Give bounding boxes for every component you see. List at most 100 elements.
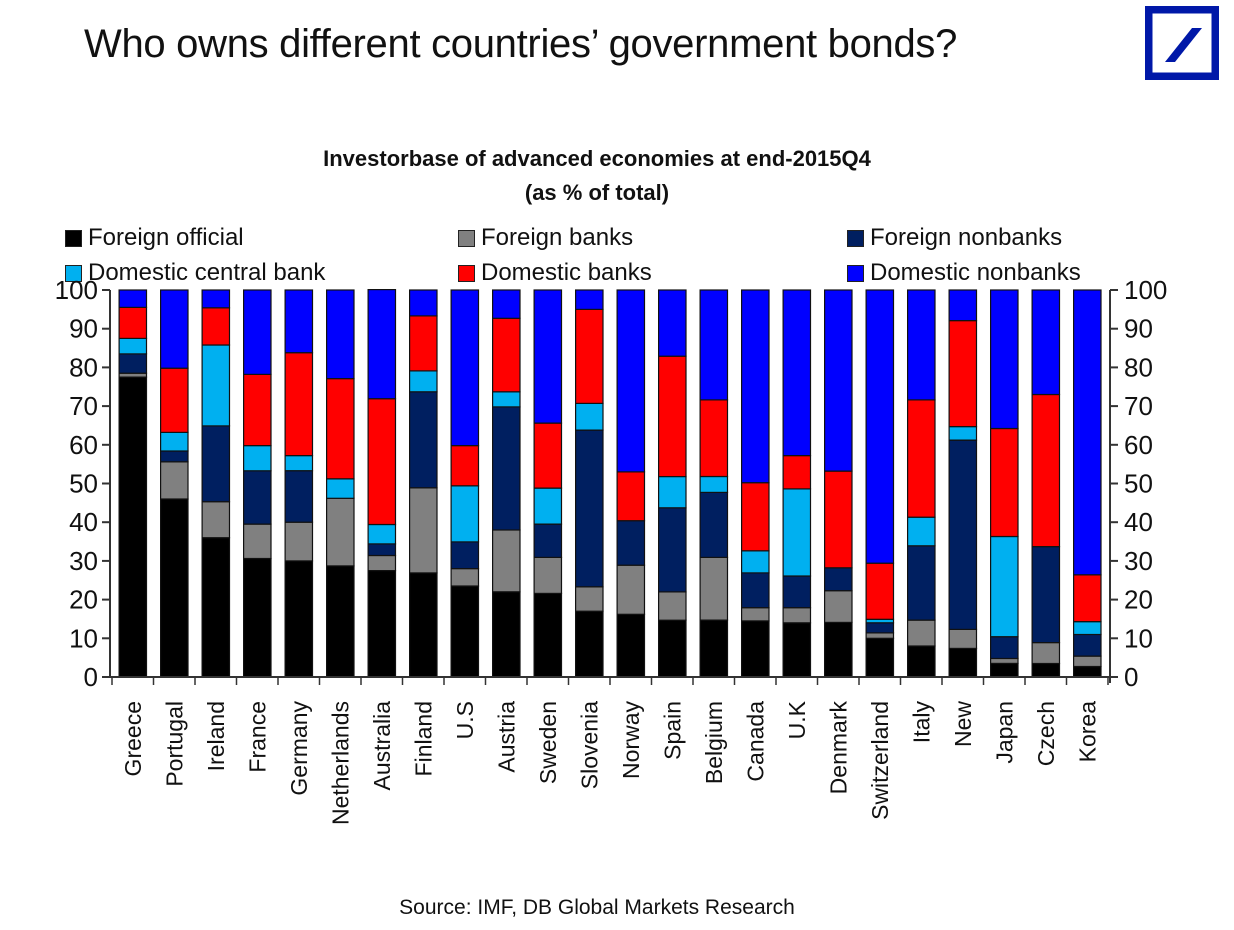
x-tick-label: France [244, 701, 270, 773]
bar-segment-foreign-banks [201, 501, 231, 539]
bar-segment-domestic-central-bank [409, 370, 438, 393]
bar-segment-domestic-central-bank [243, 445, 272, 472]
bar-segment-foreign-nonbanks [160, 450, 189, 463]
bar-segment-foreign-banks [906, 619, 936, 647]
bar-segment-domestic-banks [492, 317, 521, 393]
bar-segment-domestic-central-bank [574, 402, 604, 431]
bar-segment-foreign-official [367, 569, 397, 678]
legend-label: Domestic banks [481, 259, 652, 286]
bar-segment-foreign-nonbanks [492, 406, 521, 531]
bar-segment-foreign-official [201, 537, 231, 678]
bar-segment-foreign-official [823, 621, 853, 678]
bar-segment-foreign-nonbanks [1072, 633, 1102, 657]
bar-segment-foreign-official [948, 647, 978, 678]
x-tick-label: Korea [1074, 701, 1100, 763]
axes-group: 0 0 10 10 20 20 30 30 40 40 50 50 60 60 70 70 80 80 90 90 10… [55, 275, 1168, 692]
bar-segment-domestic-central-bank [533, 487, 563, 525]
bar-segment-domestic-nonbanks [948, 289, 978, 322]
bar-segment-domestic-nonbanks [1031, 289, 1061, 396]
bar-segment-domestic-central-bank [160, 431, 189, 452]
left-y-tick-label: 30 [69, 546, 98, 576]
right-y-tick-label: 70 [1124, 391, 1153, 421]
bar-segment-domestic-nonbanks [160, 289, 189, 369]
bar-segment-domestic-banks [782, 455, 812, 490]
bar-segment-domestic-banks [1031, 393, 1061, 548]
bar-segment-foreign-official [284, 560, 314, 678]
bar-segment-domestic-nonbanks [492, 289, 521, 319]
bar-segment-domestic-banks [948, 320, 978, 428]
x-tick-label: U.K [784, 700, 810, 739]
bar-segment-foreign-nonbanks [118, 353, 148, 374]
bar-segment-foreign-nonbanks [699, 491, 729, 558]
right-y-tick-label: 50 [1124, 469, 1153, 499]
bar-segment-domestic-central-bank [948, 426, 978, 441]
bar-segment-domestic-central-bank [657, 475, 687, 509]
right-y-tick-label: 0 [1124, 662, 1138, 692]
left-y-tick-label: 60 [69, 430, 98, 460]
bar-segment-foreign-official [699, 619, 729, 678]
legend-item-foreign-official: Foreign official [65, 224, 244, 252]
bar-segment-domestic-nonbanks [782, 289, 812, 457]
bar-segment-foreign-banks [1031, 641, 1061, 665]
bar-segment-foreign-nonbanks [243, 470, 272, 525]
bar-segment-foreign-official [492, 591, 521, 678]
bar-segment-foreign-official [616, 613, 646, 678]
bar-segment-foreign-nonbanks [657, 507, 687, 593]
x-tick-label: Japan [991, 701, 1017, 764]
bar-segment-domestic-banks [284, 352, 314, 457]
legend-label: Foreign banks [481, 224, 634, 251]
bar-segment-domestic-central-bank [450, 485, 480, 543]
source-note: Source: IMF, DB Global Markets Research [399, 896, 795, 919]
bar-segment-foreign-nonbanks [865, 622, 895, 634]
bar-segment-foreign-official [865, 637, 895, 678]
legend-label: Domestic central bank [88, 259, 326, 286]
bar-segment-foreign-banks [284, 521, 314, 562]
x-tick-label: Ireland [203, 701, 229, 771]
bar-segment-foreign-nonbanks [574, 429, 604, 588]
x-tick-label: Denmark [825, 701, 851, 795]
bar-segment-domestic-nonbanks [823, 289, 853, 472]
left-y-tick-label: 0 [84, 662, 98, 692]
x-tick-label: New [950, 701, 976, 747]
bar-segment-foreign-nonbanks [989, 636, 1019, 660]
legend-label: Foreign official [88, 224, 244, 251]
chart-title: Investorbase of advanced economies at en… [323, 146, 871, 171]
bars-group [118, 289, 1102, 678]
legend-swatch [458, 229, 475, 247]
x-tick-label: Portugal [161, 701, 187, 787]
bar-segment-foreign-banks [1072, 655, 1102, 668]
right-y-tick-label: 90 [1124, 314, 1153, 344]
x-tick-label: Norway [618, 701, 644, 779]
legend-item-domestic-nonbanks: Domestic nonbanks [847, 259, 1081, 287]
bar-segment-foreign-nonbanks [906, 545, 936, 621]
x-tick-label: Finland [410, 701, 436, 776]
left-y-tick-label: 70 [69, 391, 98, 421]
bar-segment-foreign-banks [160, 461, 189, 500]
chart-subtitle: (as % of total) [524, 180, 670, 205]
bar-segment-domestic-nonbanks [450, 289, 480, 447]
bar-segment-domestic-central-bank [782, 488, 812, 577]
bar-segment-foreign-official [243, 557, 272, 678]
bar-segment-domestic-nonbanks [865, 289, 895, 564]
bar-segment-domestic-banks [657, 355, 687, 478]
bar-segment-foreign-banks [740, 607, 770, 622]
bar-segment-foreign-official [533, 592, 563, 678]
bar-segment-domestic-banks [616, 471, 646, 522]
bar-segment-domestic-banks [326, 378, 355, 480]
bar-segment-domestic-nonbanks [326, 289, 355, 380]
category-labels-group: Greece Portugal Ireland France Germany Nether… [120, 700, 1101, 825]
bar-segment-foreign-banks [367, 554, 397, 572]
legend-swatch [65, 229, 82, 247]
x-tick-label: Australia [369, 701, 395, 791]
left-y-tick-label: 80 [69, 352, 98, 382]
bar-segment-domestic-nonbanks [201, 289, 231, 309]
left-y-tick-label: 40 [69, 507, 98, 537]
legend-swatch [458, 264, 475, 282]
x-tick-label: Netherlands [327, 701, 353, 825]
bar-segment-foreign-banks [533, 556, 563, 595]
bar-segment-foreign-official [409, 572, 438, 678]
bar-segment-domestic-banks [1072, 574, 1102, 623]
bar-segment-domestic-banks [409, 315, 438, 372]
bar-segment-domestic-central-bank [989, 535, 1019, 638]
bar-segment-foreign-nonbanks [782, 575, 812, 609]
